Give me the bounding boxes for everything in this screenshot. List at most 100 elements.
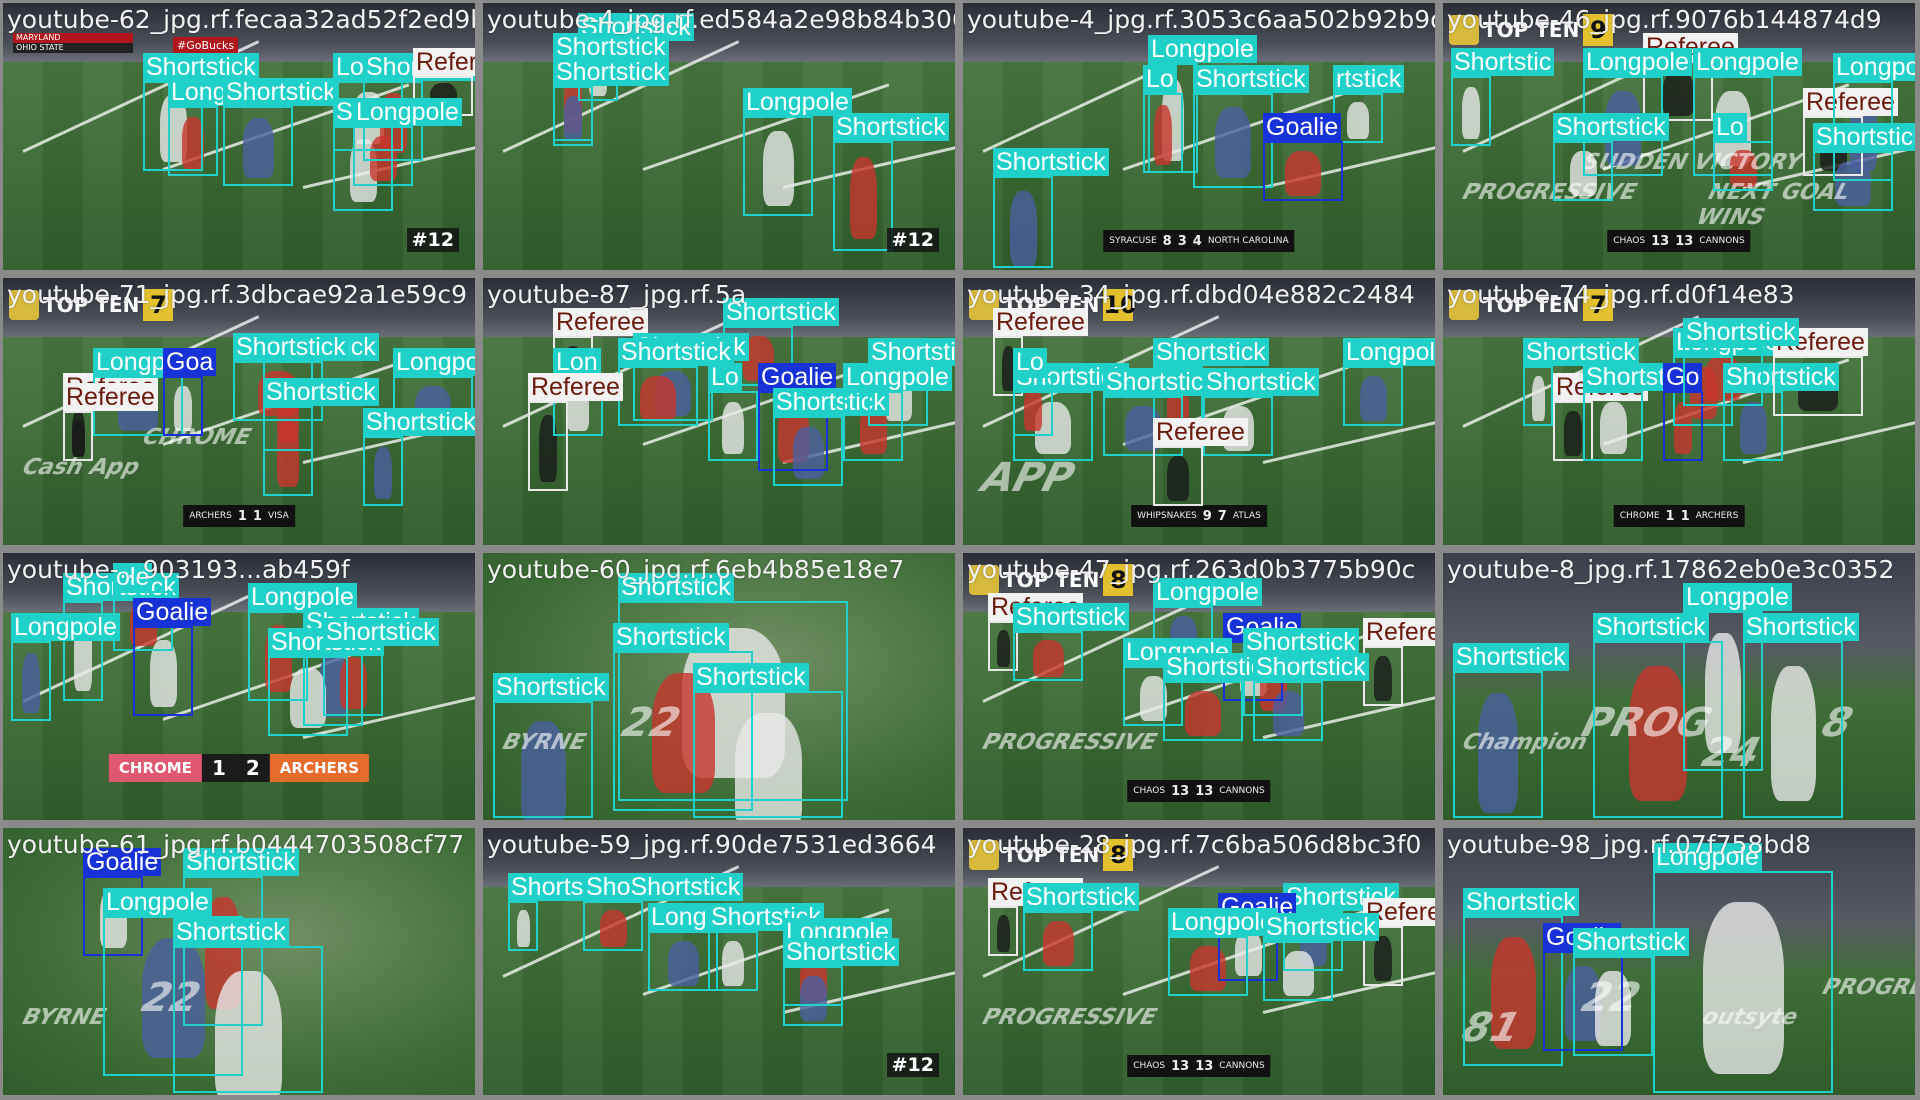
player-figure bbox=[1835, 160, 1871, 206]
label-shortstick: Shortstick bbox=[143, 53, 259, 81]
label-shortstick: Shortstick bbox=[783, 938, 899, 966]
team-name: CHROME bbox=[108, 754, 202, 782]
score-bug: CHAOS 13 13 CANNONS bbox=[1127, 1055, 1271, 1077]
bbox-shortstick bbox=[323, 646, 383, 716]
image-filename: youtube-74_jpg.rf.d0f14e83 bbox=[1447, 280, 1795, 309]
label-shortstick: Shortstick bbox=[1023, 883, 1139, 911]
score: 13 bbox=[1171, 783, 1190, 799]
jersey-badge: #12 bbox=[886, 228, 939, 252]
label-longpole: Longpole bbox=[11, 613, 120, 641]
bbox-shortstick bbox=[1573, 956, 1653, 1056]
player-figure bbox=[564, 95, 582, 141]
player-figure bbox=[1462, 87, 1480, 139]
bbox-shortstick bbox=[508, 901, 538, 951]
player-figure bbox=[1139, 675, 1167, 721]
label-shortstick: Shortstick bbox=[1103, 368, 1219, 396]
label-goalie: Go bbox=[1663, 363, 1703, 391]
image-filename: youtube-59_jpg.rf.90de7531ed3664 bbox=[487, 830, 937, 859]
bbox-referee bbox=[63, 411, 93, 461]
label-shortstick: Shortstick bbox=[1553, 113, 1669, 141]
player-figure bbox=[1374, 935, 1392, 981]
label-referee: Referee bbox=[528, 373, 623, 401]
label-shortstick: rtstick bbox=[1333, 65, 1405, 93]
score: 4 bbox=[1192, 233, 1202, 249]
player-figure bbox=[849, 157, 877, 239]
bbox-longpole bbox=[11, 641, 51, 721]
image-filename: youtube-47_jpg.rf.263d0b3775b90c bbox=[967, 555, 1416, 584]
top-ten-rank: 10 bbox=[1103, 289, 1137, 321]
image-tile: TOP TEN 9 CHAOS 13 13 CANNONS PROGRESSIVE SUDDE… bbox=[1443, 3, 1915, 270]
hashtag-banner: #GoBucks bbox=[173, 37, 239, 54]
top-ten-rank: 9 bbox=[1583, 14, 1614, 46]
player-figure bbox=[1167, 455, 1189, 501]
team-name: NORTH CAROLINA bbox=[1207, 236, 1289, 246]
label-referee: Referee bbox=[413, 48, 475, 76]
top-ten-text: TOP TEN bbox=[1483, 18, 1580, 42]
player-figure bbox=[1770, 665, 1816, 801]
player-figure bbox=[1564, 410, 1582, 456]
top-ten-graphic: TOP TEN 7 bbox=[9, 288, 174, 322]
score-bug: SYRACUSE 8 3 4 NORTH CAROLINA bbox=[1103, 230, 1295, 252]
player-figure bbox=[599, 909, 627, 947]
player-figure bbox=[174, 385, 192, 431]
label-referee: Referee bbox=[553, 308, 648, 336]
team-name: OHIO STATE bbox=[13, 43, 133, 53]
bbox-longpole bbox=[168, 106, 218, 176]
team-name: ARCHERS bbox=[1695, 511, 1739, 521]
top-ten-rank: 8 bbox=[1103, 839, 1134, 871]
image-filename: youtube-46_jpg.rf.9076b144874d9 bbox=[1447, 5, 1882, 34]
score-bug: ARCHERS 1 1 VISA bbox=[183, 505, 295, 527]
score: 9 bbox=[1202, 508, 1212, 524]
label-shortstick: Shortstick bbox=[578, 13, 694, 41]
bbox-referee bbox=[1773, 356, 1863, 416]
label-shortstick: Shortstick bbox=[1463, 888, 1579, 916]
label-longpole: Longpole bbox=[1168, 908, 1277, 936]
image-filename: youtube-60_jpg.rf.6eb4b85e18e7 bbox=[487, 555, 905, 584]
score-bug: CHROME 1 2 ARCHERS bbox=[108, 754, 370, 782]
player-figure bbox=[722, 402, 744, 454]
bbox-shortstick bbox=[583, 901, 643, 951]
label-shortstick: Shortstick bbox=[493, 673, 609, 701]
label-shortstick: Shortstick bbox=[553, 58, 669, 86]
label-shortstick: Shortstick bbox=[1723, 363, 1839, 391]
bbox-shortstick bbox=[1193, 93, 1273, 188]
bbox-longpole bbox=[353, 126, 413, 186]
label-longpole: Lo bbox=[1713, 113, 1747, 141]
field-text: PROGRESSIVE bbox=[977, 1005, 1162, 1030]
bbox-shortstick bbox=[1583, 391, 1643, 461]
player-figure bbox=[1185, 690, 1221, 736]
player-figure bbox=[1702, 902, 1784, 1074]
image-filename: youtube-87_jpg.rf.5a bbox=[487, 280, 747, 309]
label-shortstick: Shortstick bbox=[618, 338, 734, 366]
label-shortstick: Shortstick bbox=[1813, 123, 1915, 151]
bbox-shortstick bbox=[693, 691, 843, 818]
label-goalie: Goalie bbox=[83, 848, 162, 876]
label-goalie: Goalie bbox=[758, 363, 837, 391]
bbox-referee bbox=[528, 401, 568, 491]
label-longpole: Longpole bbox=[1583, 48, 1692, 76]
player-figure bbox=[242, 118, 274, 178]
score: 13 bbox=[1651, 233, 1670, 249]
player-figure bbox=[1234, 930, 1262, 976]
label-longpole: Longpole bbox=[1653, 843, 1762, 871]
label-longpole: Longpole bbox=[1343, 338, 1435, 366]
label-longpole: Longpole bbox=[843, 363, 952, 391]
team-name: CHAOS bbox=[1133, 1061, 1166, 1071]
image-filename: youtube-71_jpg.rf.3dbcae92a1e59c9 bbox=[7, 280, 467, 309]
bbox-shortstick bbox=[833, 141, 893, 251]
image-tile: 8122outsytePROGRESSLongpoleShortstickGoa… bbox=[1443, 828, 1915, 1095]
top-ten-text: TOP TEN bbox=[1003, 568, 1100, 592]
bbox-shortstick bbox=[1593, 641, 1723, 818]
score: 1 bbox=[1680, 508, 1690, 524]
bbox-longpole bbox=[1653, 871, 1833, 1093]
label-shortstick: Shortstick bbox=[1013, 603, 1129, 631]
player-figure bbox=[1595, 970, 1631, 1046]
player-figure bbox=[996, 914, 1010, 952]
bbox-shortstick bbox=[618, 366, 698, 426]
player-figure bbox=[1032, 639, 1064, 677]
bbox-shortstick bbox=[263, 406, 313, 496]
label-longpole: ole bbox=[113, 563, 153, 591]
player-figure bbox=[1599, 402, 1627, 454]
score: 2 bbox=[235, 754, 270, 782]
